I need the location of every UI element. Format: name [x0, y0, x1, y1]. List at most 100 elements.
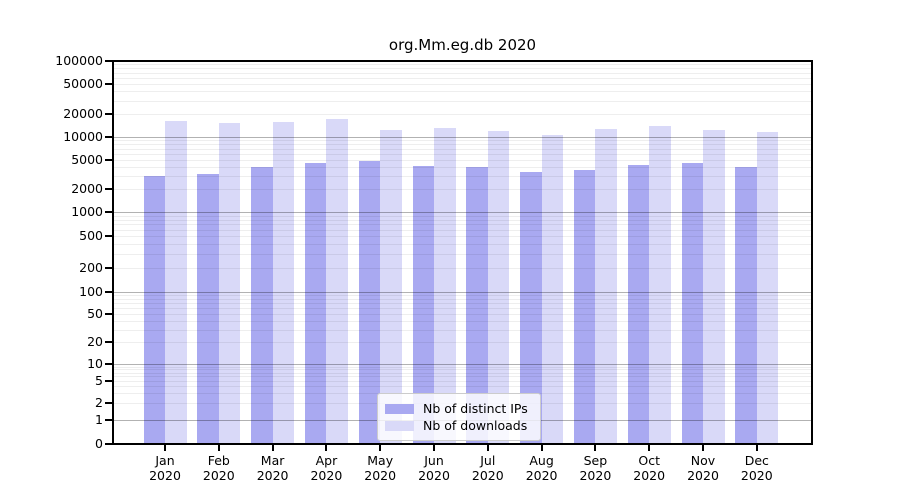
year-label: 2020 [310, 468, 343, 483]
bar-downloads-Feb [218, 122, 241, 443]
month-label: Apr [315, 453, 338, 468]
bar-distinct-ips-Jan [143, 176, 165, 443]
y-tick-label: 2000 [71, 181, 103, 197]
year-label: 2020 [418, 468, 450, 483]
minor-gridline [114, 369, 811, 371]
y-axis-tick [105, 402, 113, 405]
minor-gridline [114, 77, 811, 79]
minor-gridline [114, 224, 811, 226]
minor-gridline [114, 253, 811, 255]
bar-downloads-Dec [756, 132, 779, 443]
minor-gridline [114, 267, 811, 269]
minor-gridline [114, 376, 811, 378]
minor-gridline [114, 219, 811, 221]
minor-gridline [114, 298, 811, 300]
y-tick-label: 10 [87, 356, 103, 371]
x-axis-tick [379, 445, 382, 451]
x-axis-tick [217, 445, 220, 451]
bar-downloads-Nov [703, 130, 725, 443]
x-axis-tick [486, 445, 489, 451]
x-tick-label: Oct 2020 [621, 453, 677, 483]
major-gridline [114, 364, 811, 365]
x-tick-label: Jun 2020 [406, 453, 462, 483]
bar-distinct-ips-Jun [412, 166, 434, 443]
y-axis-tick [105, 341, 113, 344]
x-axis-tick [433, 445, 435, 451]
y-axis-tick [105, 235, 113, 238]
month-label: Aug [529, 453, 554, 468]
y-tick-label: 1 [95, 412, 103, 427]
x-axis-tick [755, 445, 758, 451]
y-tick-label: 0 [95, 436, 103, 451]
x-axis-tick [594, 445, 597, 451]
bar-distinct-ips-Nov [681, 163, 703, 443]
y-axis-tick [105, 60, 113, 62]
y-tick-label: 50000 [63, 75, 103, 91]
month-label: Nov [690, 453, 716, 468]
y-tick-label: 200 [79, 259, 103, 275]
year-label: 2020 [364, 468, 397, 483]
month-label: Dec [744, 453, 769, 468]
month-label: Jul [480, 453, 496, 468]
y-axis-tick [105, 443, 113, 445]
x-tick-label: Feb 2020 [191, 453, 247, 483]
month-label: Feb [207, 453, 230, 468]
bar-downloads-Jun [434, 128, 456, 443]
y-tick-label: 2 [95, 395, 103, 411]
bar-downloads-Apr [326, 118, 348, 443]
year-label: 2020 [740, 468, 773, 483]
x-axis-tick [540, 445, 543, 451]
bar-distinct-ips-Mar [251, 167, 273, 443]
bar-downloads-Oct [649, 126, 671, 443]
x-tick-label: Apr 2020 [298, 453, 354, 483]
month-label: Jun [424, 453, 444, 468]
major-gridline [114, 292, 811, 293]
minor-gridline [114, 366, 811, 368]
minor-gridline [114, 144, 811, 146]
minor-gridline [114, 83, 811, 85]
y-axis-tick [105, 312, 113, 315]
x-axis-tick [164, 445, 166, 451]
y-tick-label: 5 [95, 372, 103, 388]
y-tick-label: 100 [79, 284, 103, 299]
bar-distinct-ips-Jul [466, 167, 488, 443]
year-label: 2020 [471, 468, 504, 483]
distinct-ips-swatch [385, 403, 414, 414]
bar-downloads-Jul [487, 130, 510, 443]
year-label: 2020 [149, 468, 181, 483]
y-axis-tick [105, 379, 113, 382]
minor-gridline [114, 307, 811, 309]
chart-title: org.Mm.eg.db 2020 [388, 36, 537, 54]
legend-label: Nb of distinct IPs [423, 401, 528, 416]
bar-distinct-ips-May [358, 160, 381, 443]
minor-gridline [114, 215, 811, 217]
month-label: Jan [155, 453, 175, 468]
month-label: Oct [638, 453, 660, 468]
legend-item-distinct-ips: Nb of distinct IPs [385, 400, 532, 417]
minor-gridline [114, 372, 811, 374]
y-axis-tick [105, 82, 113, 85]
y-axis-tick [105, 158, 113, 161]
minor-gridline [114, 243, 811, 245]
minor-gridline [114, 313, 811, 315]
bar-downloads-Sep [595, 128, 617, 443]
x-axis-tick [271, 445, 274, 451]
x-tick-label: Mar 2020 [245, 453, 301, 483]
y-tick-label: 20000 [63, 106, 103, 122]
month-label: May [367, 453, 394, 468]
minor-gridline [114, 114, 811, 116]
minor-gridline [114, 176, 811, 178]
major-gridline [114, 137, 811, 138]
minor-gridline [114, 189, 811, 191]
minor-gridline [114, 386, 811, 388]
y-axis-tick [105, 211, 113, 213]
minor-gridline [114, 72, 811, 74]
year-label: 2020 [687, 468, 719, 483]
y-axis-tick [105, 113, 113, 116]
x-tick-label: Dec 2020 [729, 453, 785, 483]
y-tick-label: 100000 [55, 53, 103, 68]
bar-downloads-Jan [165, 121, 187, 443]
legend-label: Nb of downloads [423, 418, 528, 433]
minor-gridline [114, 342, 811, 344]
